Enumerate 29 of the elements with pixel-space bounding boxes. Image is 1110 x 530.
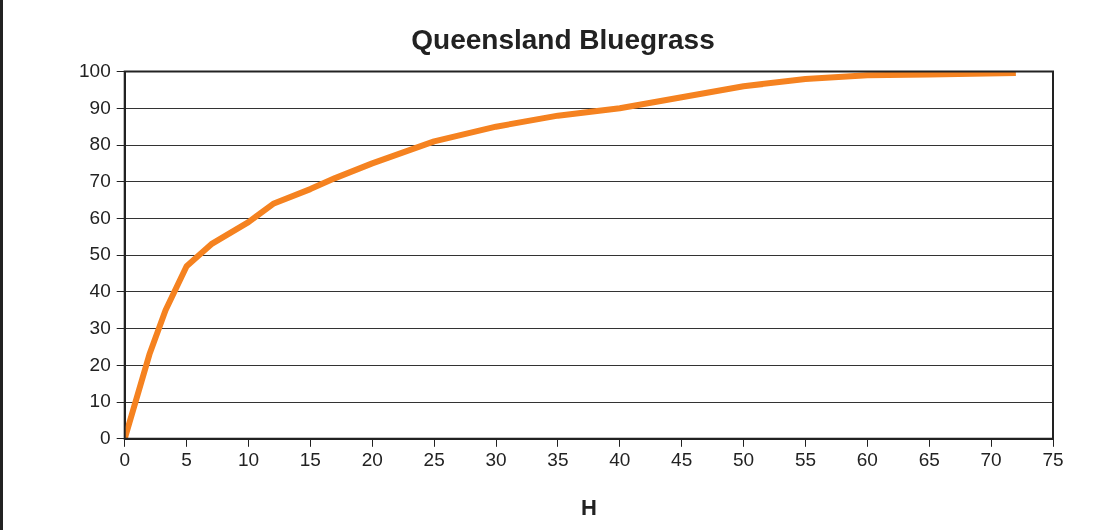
y-tick-label: 70	[89, 169, 111, 191]
y-tick-label: 20	[89, 353, 111, 375]
y-tick-label: 80	[89, 133, 111, 155]
x-tick-label: 5	[181, 449, 192, 471]
x-tick-label: 0	[119, 449, 130, 471]
x-tick-label: 55	[794, 449, 817, 471]
y-tick-label: 40	[89, 280, 111, 302]
x-tick-label: 25	[423, 449, 445, 471]
x-tick-label: 15	[299, 449, 321, 471]
chart-title: Queensland Bluegrass	[411, 23, 715, 55]
x-tick-label: 65	[918, 449, 940, 471]
y-tick-label: 90	[89, 96, 111, 118]
x-tick-label: 10	[237, 449, 260, 471]
x-tick-label: 45	[671, 449, 693, 471]
x-tick-label: 75	[1042, 449, 1064, 471]
y-tick-label: 100	[79, 59, 111, 81]
x-tick-label: 50	[733, 449, 755, 471]
y-tick-label: 0	[100, 427, 111, 449]
x-tick-label: 60	[856, 449, 878, 471]
y-tick-label: 50	[89, 243, 111, 265]
y-tick-label: 30	[89, 316, 111, 338]
x-tick-label: 40	[609, 449, 631, 471]
x-tick-label: 20	[361, 449, 383, 471]
x-axis-title: H	[580, 494, 597, 520]
x-tick-label: 70	[980, 449, 1002, 471]
x-tick-label: 35	[547, 449, 569, 471]
y-tick-label: 60	[89, 206, 111, 228]
x-tick-label: 30	[485, 449, 507, 471]
y-tick-label: 10	[89, 390, 111, 412]
